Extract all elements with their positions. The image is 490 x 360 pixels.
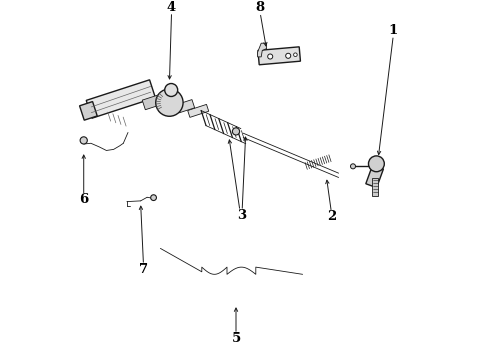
Bar [142, 94, 164, 110]
Text: 1: 1 [389, 24, 398, 37]
Bar [188, 104, 209, 117]
Circle shape [268, 54, 273, 59]
Circle shape [286, 53, 291, 58]
Text: 6: 6 [79, 193, 88, 206]
Circle shape [165, 84, 178, 96]
Bar [258, 47, 300, 65]
Circle shape [80, 137, 87, 144]
Bar [86, 80, 155, 118]
Circle shape [232, 128, 240, 135]
Text: 2: 2 [327, 210, 336, 222]
Text: 4: 4 [167, 1, 176, 14]
Polygon shape [258, 43, 267, 57]
Bar [372, 178, 378, 196]
Circle shape [294, 53, 297, 57]
Circle shape [151, 195, 156, 201]
Bar [366, 165, 383, 188]
Circle shape [156, 89, 183, 116]
Text: 8: 8 [256, 1, 265, 14]
Bar [176, 100, 195, 113]
Text: 7: 7 [139, 263, 148, 276]
Text: 5: 5 [231, 332, 241, 345]
Bar [79, 102, 97, 120]
Circle shape [368, 156, 384, 172]
Text: 3: 3 [237, 209, 246, 222]
Circle shape [350, 164, 356, 169]
